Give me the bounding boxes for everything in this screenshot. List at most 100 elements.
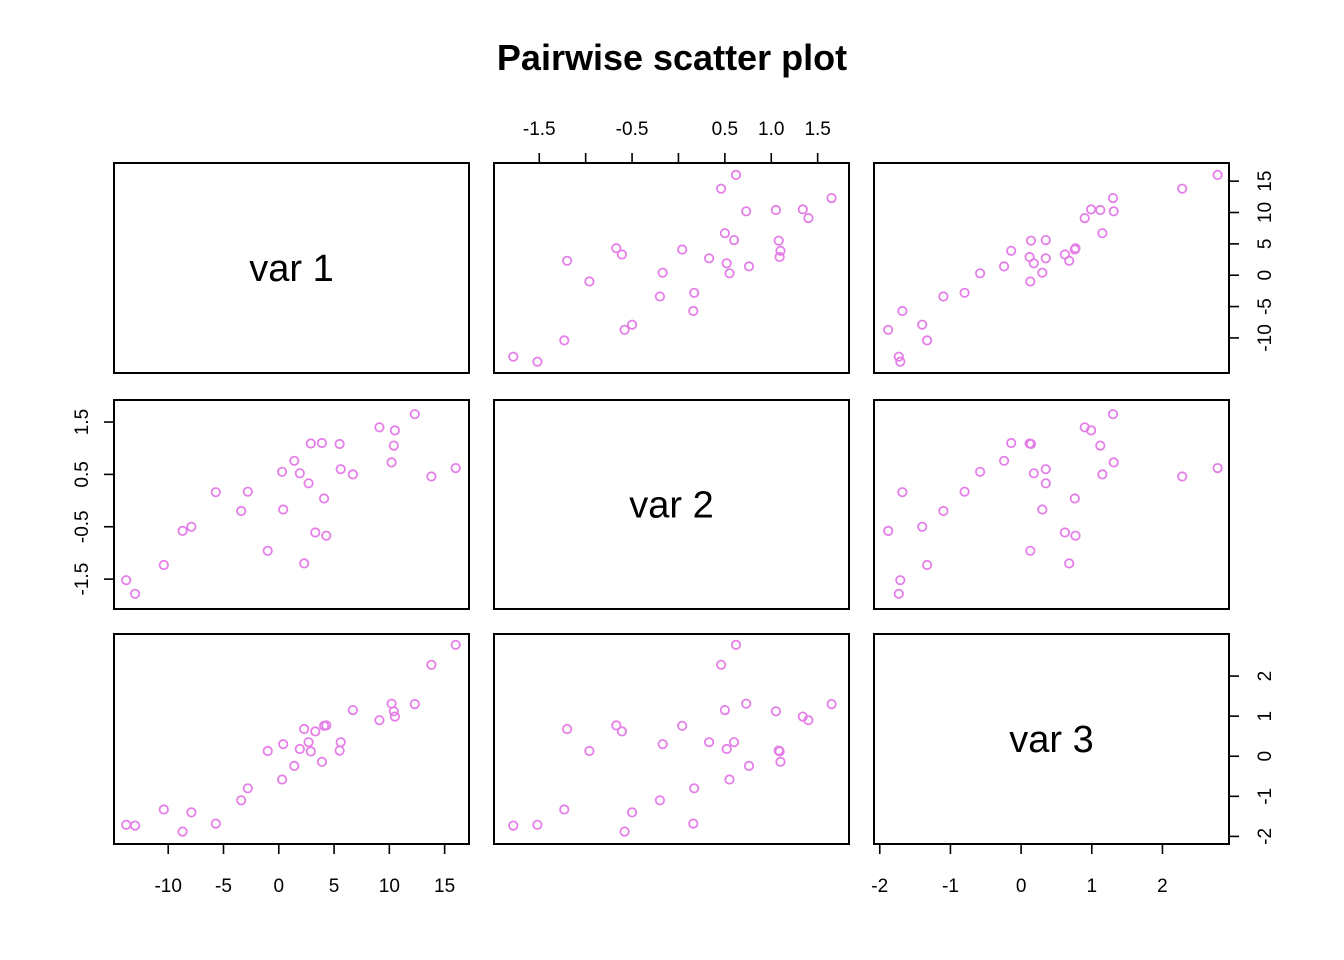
point-r1c3-11: [1037, 267, 1048, 278]
point-r3c2-30: [730, 639, 742, 650]
point-r2c1-1: [130, 588, 141, 599]
point-r2c3-5: [917, 521, 928, 532]
tick-label: 5: [329, 876, 340, 897]
point-r3c2-14: [561, 723, 573, 735]
tick-label: 0: [1016, 876, 1027, 897]
point-r2c1-19: [318, 493, 330, 504]
point-r3c2-20: [611, 720, 622, 731]
point-r3c1-23: [347, 704, 358, 716]
tick-label: 1.5: [804, 119, 830, 140]
point-r1c3-6: [897, 305, 908, 317]
point-r1c3-9: [1025, 276, 1036, 287]
variable-label-3: var 3: [1009, 719, 1093, 761]
panel-frame: [113, 399, 470, 610]
point-r1c2-6: [688, 305, 699, 317]
point-r1c3-20: [1070, 243, 1081, 254]
point-r2c3-8: [959, 486, 970, 497]
point-r1c2-22: [728, 235, 740, 246]
point-r1c3-18: [1006, 245, 1017, 256]
point-r1c3-2: [895, 356, 906, 367]
point-r3c2-1: [508, 820, 519, 831]
point-r1c3-26: [1095, 204, 1106, 216]
point-r2c3-17: [1059, 527, 1071, 538]
tick-label: -0.5: [72, 510, 93, 543]
point-r1c3-5: [917, 319, 928, 330]
point-r2c3-30: [1212, 462, 1223, 474]
point-r3c1-20: [321, 720, 332, 731]
point-r1c2-2: [532, 356, 543, 367]
axis-right-row3: -2 -1 0 1 2: [1228, 671, 1276, 845]
point-r1c2-29: [715, 183, 727, 194]
tick-label: -2: [1255, 828, 1276, 845]
point-r2c1-27: [389, 425, 400, 436]
tick-label: -5: [215, 876, 232, 897]
point-r3c1-11: [278, 739, 289, 750]
panel-frame: [873, 399, 1230, 610]
point-r3c1-21: [334, 745, 345, 756]
point-r2c3-22: [1040, 464, 1051, 475]
point-r1c2-1: [508, 351, 519, 362]
panel-frame: [113, 162, 470, 374]
tick-label: -2: [871, 876, 888, 897]
axis-top-col2: -1.5 -0.5 0.5 1.0 1.5: [523, 119, 831, 164]
point-r1c2-14: [561, 255, 573, 266]
point-r3c2-2: [532, 819, 543, 830]
point-r3c2-8: [689, 783, 700, 794]
point-r3c2-28: [826, 698, 837, 710]
point-r3c1-16: [305, 746, 316, 757]
point-r3c1-29: [426, 659, 437, 670]
point-r1c2-5: [626, 319, 638, 330]
point-r3c2-12: [743, 760, 755, 772]
point-r1c2-11: [657, 267, 668, 278]
point-r2c3-27: [1086, 425, 1097, 436]
tick-label: 5: [1255, 239, 1276, 250]
point-r3c1-24: [374, 715, 385, 726]
point-r3c2-25: [741, 698, 752, 709]
point-r1c3-15: [1040, 253, 1051, 264]
point-r2c1-29: [426, 471, 437, 482]
point-r3c1-4: [177, 826, 188, 837]
point-r2c1-17: [310, 527, 321, 538]
point-r2c3-28: [1107, 409, 1119, 420]
point-r1c2-10: [724, 268, 735, 279]
panel-frame: [873, 162, 1230, 374]
point-r3c1-5: [186, 807, 197, 818]
point-r2c1-16: [305, 438, 316, 449]
point-r2c1-2: [121, 575, 132, 586]
point-r3c2-6: [688, 818, 699, 829]
point-r1c3-8: [959, 287, 970, 298]
tick-label: 1: [1086, 876, 1097, 897]
point-r3c2-10: [724, 774, 735, 785]
point-r2c3-14: [1064, 558, 1075, 569]
point-r2c1-15: [303, 478, 314, 489]
variable-label-1: var 1: [249, 248, 333, 290]
point-r1c3-28: [1107, 193, 1119, 204]
point-r2c1-4: [177, 525, 188, 537]
panel-r2-c1: [113, 399, 470, 610]
point-r2c3-15: [1040, 478, 1051, 489]
axis-left-row2: -1.5 -0.5 0.5 1.5: [72, 409, 115, 595]
point-r1c3-3: [921, 335, 933, 346]
panel-r3-c3: var 3: [873, 633, 1230, 845]
point-r3c2-11: [657, 739, 668, 750]
panel-r2-c2: var 2: [493, 399, 850, 610]
panel-r1-c3: [873, 162, 1230, 374]
point-r2c3-1: [893, 588, 904, 599]
point-r2c3-21: [1025, 438, 1037, 450]
point-r3c1-30: [450, 639, 461, 650]
point-r3c2-18: [775, 756, 786, 767]
panel-r1-c2: [493, 162, 850, 374]
point-r2c3-2: [895, 575, 906, 586]
point-r1c3-12: [998, 261, 1010, 272]
point-r3c1-28: [409, 698, 420, 710]
point-r2c1-22: [335, 464, 346, 475]
point-r3c2-7: [654, 795, 666, 806]
point-r3c2-27: [797, 711, 808, 722]
point-r1c2-25: [741, 206, 752, 217]
tick-label: 0: [1255, 270, 1276, 281]
point-r2c3-19: [1069, 493, 1080, 504]
point-r2c1-3: [158, 559, 169, 571]
point-r2c1-8: [242, 486, 253, 497]
